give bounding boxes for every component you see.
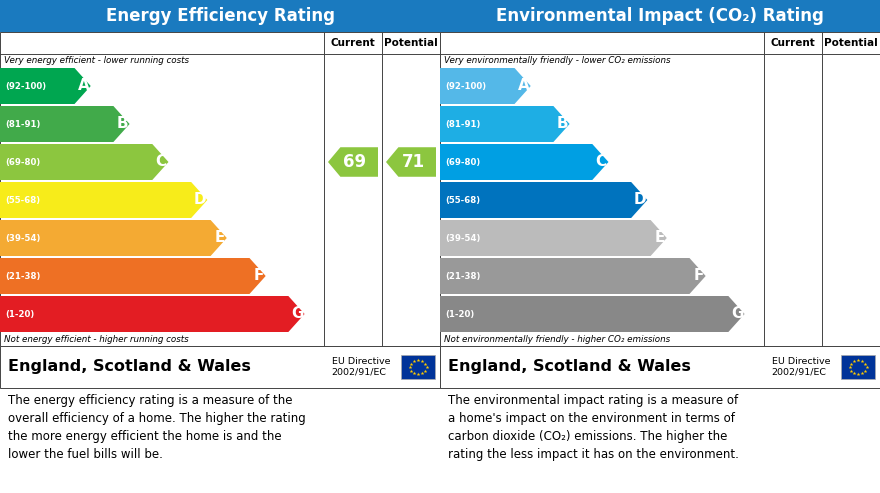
Text: (55-68): (55-68) [445, 196, 480, 205]
Text: F: F [253, 269, 264, 283]
Polygon shape [440, 106, 569, 142]
Text: The energy efficiency rating is a measure of the
overall efficiency of a home. T: The energy efficiency rating is a measur… [8, 394, 305, 461]
Polygon shape [0, 106, 129, 142]
Bar [0, 32, 440, 346]
Polygon shape [440, 182, 648, 218]
Text: E: E [215, 231, 224, 246]
Polygon shape [0, 220, 227, 256]
Text: (39-54): (39-54) [5, 234, 40, 243]
Text: Very environmentally friendly - lower CO₂ emissions: Very environmentally friendly - lower CO… [444, 56, 671, 65]
Polygon shape [0, 296, 304, 332]
Text: A: A [77, 78, 89, 94]
Text: England, Scotland & Wales: England, Scotland & Wales [448, 359, 691, 375]
Text: England, Scotland & Wales: England, Scotland & Wales [8, 359, 251, 375]
Polygon shape [386, 147, 436, 177]
Bar [0, 0, 440, 32]
Polygon shape [0, 182, 208, 218]
Polygon shape [440, 68, 531, 104]
Text: D: D [194, 192, 207, 208]
Text: (92-100): (92-100) [5, 81, 46, 91]
Text: (21-38): (21-38) [5, 272, 40, 281]
Polygon shape [0, 68, 91, 104]
Polygon shape [328, 147, 378, 177]
Polygon shape [0, 258, 266, 294]
Text: (55-68): (55-68) [5, 196, 40, 205]
Bar [0, 346, 440, 388]
Text: B: B [116, 116, 128, 132]
Text: C: C [596, 154, 606, 170]
Bar [841, 355, 875, 379]
Polygon shape [440, 296, 744, 332]
Text: EU Directive
2002/91/EC: EU Directive 2002/91/EC [332, 357, 390, 377]
Text: Energy Efficiency Rating: Energy Efficiency Rating [106, 7, 334, 25]
Text: (1-20): (1-20) [445, 310, 474, 318]
Text: (81-91): (81-91) [445, 119, 480, 129]
Polygon shape [440, 258, 706, 294]
Text: E: E [655, 231, 664, 246]
Text: Very energy efficient - lower running costs: Very energy efficient - lower running co… [4, 56, 189, 65]
Text: (21-38): (21-38) [445, 272, 480, 281]
Text: B: B [556, 116, 568, 132]
Text: F: F [693, 269, 704, 283]
Polygon shape [0, 144, 168, 180]
Text: (92-100): (92-100) [445, 81, 486, 91]
Bar [401, 355, 435, 379]
Text: Environmental Impact (CO₂) Rating: Environmental Impact (CO₂) Rating [496, 7, 824, 25]
Text: Current: Current [331, 38, 376, 48]
Text: C: C [156, 154, 166, 170]
Polygon shape [440, 220, 667, 256]
Polygon shape [440, 144, 608, 180]
Text: 69: 69 [343, 153, 367, 171]
Bar [440, 346, 880, 388]
Text: D: D [634, 192, 647, 208]
Text: (69-80): (69-80) [5, 157, 40, 167]
Text: Potential: Potential [825, 38, 878, 48]
Text: EU Directive
2002/91/EC: EU Directive 2002/91/EC [772, 357, 830, 377]
Text: A: A [517, 78, 529, 94]
Text: (81-91): (81-91) [5, 119, 40, 129]
Bar [440, 32, 880, 346]
Text: (69-80): (69-80) [445, 157, 480, 167]
Text: 71: 71 [401, 153, 424, 171]
Text: The environmental impact rating is a measure of
a home's impact on the environme: The environmental impact rating is a mea… [448, 394, 739, 461]
Text: Not environmentally friendly - higher CO₂ emissions: Not environmentally friendly - higher CO… [444, 335, 671, 344]
Text: Not energy efficient - higher running costs: Not energy efficient - higher running co… [4, 335, 188, 344]
Text: (1-20): (1-20) [5, 310, 34, 318]
Text: Current: Current [771, 38, 816, 48]
Bar [440, 0, 880, 32]
Text: G: G [731, 307, 744, 321]
Text: G: G [291, 307, 304, 321]
Text: Potential: Potential [385, 38, 438, 48]
Text: (39-54): (39-54) [445, 234, 480, 243]
